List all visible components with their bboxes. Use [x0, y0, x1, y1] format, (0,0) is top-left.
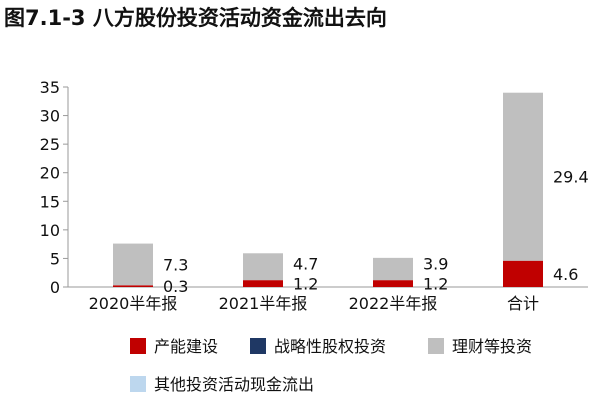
data-label: 1.2: [293, 275, 318, 294]
bar-segment: [503, 260, 543, 287]
legend-label: 战略性股权投资: [274, 337, 386, 356]
data-label: 0.3: [163, 277, 188, 296]
x-tick-label: 2020半年报: [89, 294, 178, 313]
legend-swatch: [130, 338, 146, 354]
data-label: 4.6: [553, 265, 578, 284]
bar-segment: [113, 285, 153, 287]
y-tick-label: 10: [40, 221, 60, 240]
legend-label: 理财等投资: [452, 337, 532, 356]
y-tick-label: 15: [40, 192, 60, 211]
y-tick-label: 5: [50, 249, 60, 268]
x-tick-label: 2022半年报: [349, 294, 438, 313]
y-tick-label: 30: [40, 107, 60, 126]
data-label: 29.4: [553, 168, 589, 187]
legend-swatch: [250, 338, 266, 354]
bar-segment: [373, 280, 413, 287]
bar-segment: [503, 92, 543, 261]
legend-label: 产能建设: [154, 337, 218, 356]
data-label: 7.3: [163, 255, 188, 274]
y-tick-label: 0: [50, 278, 60, 297]
bar-segment: [243, 280, 283, 287]
chart-title: 图7.1-3 八方股份投资活动资金流出去向: [4, 6, 387, 30]
y-tick-label: 35: [40, 78, 60, 97]
bar-segment: [243, 253, 283, 281]
data-label: 4.7: [293, 255, 318, 274]
legend-label: 其他投资活动现金流出: [154, 375, 314, 394]
data-label: 3.9: [423, 255, 448, 274]
x-tick-label: 2021半年报: [219, 294, 308, 313]
bar-segment: [113, 243, 153, 286]
x-tick-label: 合计: [507, 294, 539, 313]
bar-segment: [373, 257, 413, 281]
plot-area: 051015202530350.37.32020半年报1.24.72021半年报…: [40, 78, 589, 313]
y-tick-label: 20: [40, 164, 60, 183]
y-tick-label: 25: [40, 135, 60, 154]
legend-swatch: [428, 338, 444, 354]
data-label: 1.2: [423, 275, 448, 294]
legend-swatch: [130, 376, 146, 392]
